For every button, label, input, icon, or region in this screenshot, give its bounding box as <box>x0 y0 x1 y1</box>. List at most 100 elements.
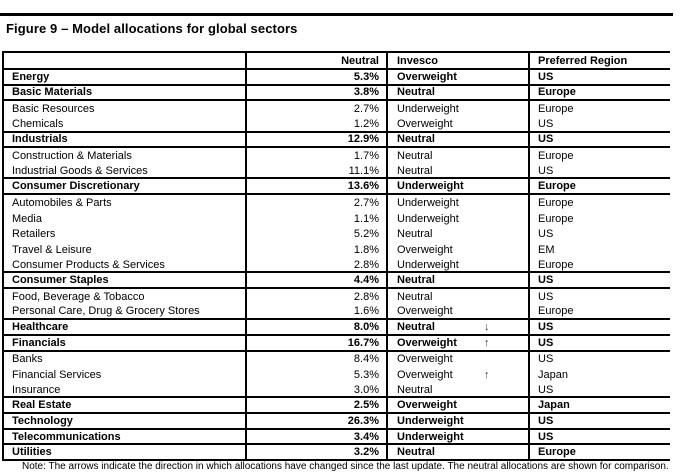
invesco-view-cell: Overweight <box>388 242 530 258</box>
invesco-view-label: Neutral <box>397 228 433 241</box>
preferred-region-cell: US <box>538 228 554 241</box>
up-arrow-icon: ↑ <box>484 336 490 349</box>
invesco-view-cell: Underweight <box>388 257 530 272</box>
preferred-region-cell: US <box>538 383 554 396</box>
table-row: Financial Services 5.3% Overweight ↑ Japan <box>4 367 670 383</box>
invesco-view-label: Neutral <box>397 446 435 459</box>
neutral-weight-cell: 5.3% <box>247 367 388 383</box>
preferred-region-cell: Europe <box>538 103 574 116</box>
invesco-view-cell: Overweight <box>388 398 530 413</box>
table-row: Travel & Leisure 1.8% Overweight EM <box>4 242 670 258</box>
neutral-weight-cell: 4.4% <box>247 273 388 287</box>
invesco-view-label: Neutral <box>397 321 435 334</box>
neutral-weight-cell: 3.8% <box>247 85 388 100</box>
sector-name-cell: Banks <box>4 351 247 368</box>
header-invesco: Invesco <box>388 53 530 68</box>
preferred-region-cell: US <box>538 290 554 303</box>
up-arrow-icon: ↑ <box>484 368 490 381</box>
footnote: Note: The arrows indicate the direction … <box>22 461 669 472</box>
neutral-weight-cell: 3.4% <box>247 429 388 444</box>
invesco-view-cell: Neutral <box>388 132 530 147</box>
table-row: Construction & Materials 1.7% Neutral Europ… <box>4 148 670 164</box>
preferred-region-cell: US <box>538 430 554 443</box>
invesco-view-label: Overweight <box>397 70 457 83</box>
table-row: Consumer Products & Services 2.8% Underwei… <box>4 257 670 274</box>
table-row: Personal Care, Drug & Grocery Stores 1.6%… <box>4 304 670 321</box>
table-row: Retailers 5.2% Neutral US <box>4 226 670 243</box>
preferred-region-cell: Europe <box>538 258 574 271</box>
sector-name-cell: Basic Materials <box>4 85 247 100</box>
sector-name-cell: Consumer Products & Services <box>4 257 247 272</box>
table-row: Consumer Discretionary 13.6% Underweight Eu… <box>4 179 670 196</box>
invesco-view-cell: Neutral <box>388 445 530 460</box>
table-row: Telecommunications 3.4% Underweight US <box>4 429 670 446</box>
sector-name-cell: Financials <box>4 335 247 350</box>
invesco-view-cell: Underweight <box>388 179 530 194</box>
sector-name-cell: Industrial Goods & Services <box>4 163 247 178</box>
invesco-view-label: Underweight <box>397 430 464 443</box>
invesco-view-label: Neutral <box>397 274 435 287</box>
invesco-view-label: Underweight <box>397 414 464 427</box>
invesco-view-cell: Neutral ↓ <box>388 320 530 334</box>
preferred-region-cell: US <box>538 353 554 366</box>
table-row: Insurance 3.0% Neutral US <box>4 382 670 399</box>
invesco-view-label: Overweight <box>397 243 453 256</box>
invesco-view-label: Overweight <box>397 117 453 130</box>
preferred-region-cell: Europe <box>538 305 574 318</box>
invesco-view-cell: Neutral <box>388 273 530 287</box>
neutral-weight-cell: 1.1% <box>247 210 388 227</box>
sector-name-cell: Chemicals <box>4 116 247 131</box>
table-row: Consumer Staples 4.4% Neutral US <box>4 273 670 289</box>
neutral-weight-cell: 16.7% <box>247 335 388 350</box>
neutral-weight-cell: 2.7% <box>247 195 388 211</box>
preferred-region-cell: US <box>538 321 554 334</box>
invesco-view-cell: Underweight <box>388 101 530 117</box>
sector-name-cell: Travel & Leisure <box>4 242 247 258</box>
invesco-view-label: Overweight <box>397 336 457 349</box>
neutral-weight-cell: 3.0% <box>247 382 388 397</box>
invesco-view-label: Neutral <box>397 383 433 396</box>
header-preferred-region: Preferred Region <box>538 54 628 67</box>
table-row: Banks 8.4% Overweight US <box>4 351 670 368</box>
sector-name-cell: Utilities <box>4 445 247 460</box>
preferred-region-cell: US <box>538 414 554 427</box>
preferred-region-cell: US <box>538 164 554 177</box>
sector-name-cell: Industrials <box>4 132 247 147</box>
invesco-view-label: Neutral <box>397 133 435 146</box>
invesco-view-label: Neutral <box>397 164 433 177</box>
table-row: Chemicals 1.2% Overweight US <box>4 116 670 133</box>
invesco-view-label: Underweight <box>397 212 459 225</box>
invesco-view-label: Overweight <box>397 353 453 366</box>
sector-name-cell: Media <box>4 210 247 227</box>
table-row: Utilities 3.2% Neutral Europe <box>4 445 670 462</box>
invesco-view-cell: Underweight <box>388 210 530 227</box>
preferred-region-cell: US <box>538 336 554 349</box>
preferred-region-cell: Europe <box>538 150 574 163</box>
preferred-region-cell: Europe <box>538 180 576 193</box>
table-row: Basic Resources 2.7% Underweight Europe <box>4 101 670 117</box>
invesco-view-label: Underweight <box>397 258 459 271</box>
invesco-view-label: Underweight <box>397 180 464 193</box>
sector-name-cell: Real Estate <box>4 398 247 413</box>
table-row: Media 1.1% Underweight Europe <box>4 210 670 227</box>
preferred-region-cell: Japan <box>538 368 568 381</box>
preferred-region-cell: US <box>538 133 554 146</box>
invesco-view-cell: Overweight <box>388 70 530 84</box>
sector-name-cell: Telecommunications <box>4 429 247 444</box>
neutral-weight-cell: 8.4% <box>247 351 388 368</box>
sector-name-cell: Insurance <box>4 382 247 397</box>
invesco-view-cell: Neutral <box>388 148 530 164</box>
table-row: Industrial Goods & Services 11.1% Neutral U… <box>4 163 670 180</box>
neutral-weight-cell: 1.8% <box>247 242 388 258</box>
sector-name-cell: Personal Care, Drug & Grocery Stores <box>4 304 247 319</box>
invesco-view-label: Overweight <box>397 399 457 412</box>
table-row: Real Estate 2.5% Overweight Japan <box>4 398 670 415</box>
invesco-view-cell: Overweight ↑ <box>388 335 530 350</box>
invesco-view-label: Underweight <box>397 103 459 116</box>
sector-name-cell: Technology <box>4 414 247 428</box>
down-arrow-icon: ↓ <box>484 321 490 334</box>
invesco-view-label: Overweight <box>397 305 453 318</box>
sector-allocation-table: Neutral Invesco Preferred Region Energy 5… <box>2 51 670 462</box>
preferred-region-cell: US <box>538 70 554 83</box>
